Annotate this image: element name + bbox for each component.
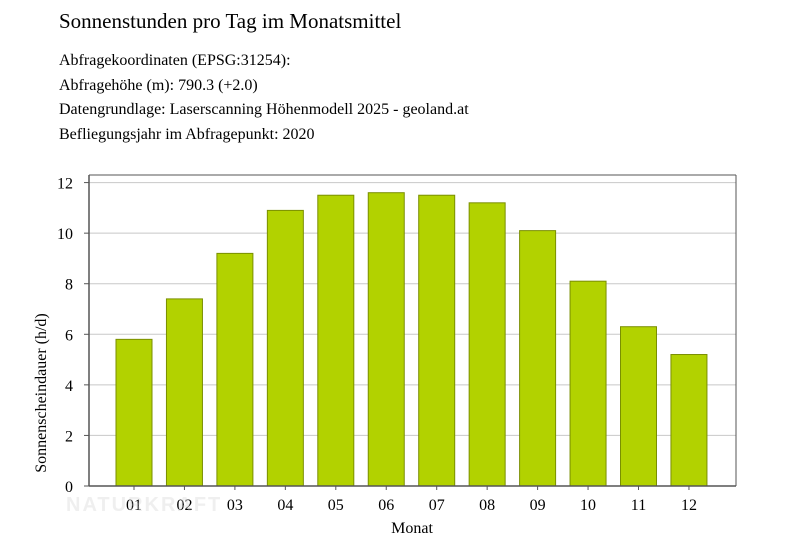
x-tick-label: 07 <box>429 497 445 514</box>
bar-series <box>115 192 708 487</box>
axes <box>84 174 737 490</box>
bar-04 <box>266 209 304 487</box>
y-tick-labels: 0 2 4 6 8 10 12 <box>57 176 73 496</box>
flight-year-label: Befliegungsjahr im Abfragepunkt: <box>59 125 279 143</box>
bar-03 <box>216 252 254 487</box>
y-axis-title: Sonnenscheindauer (h/d) <box>33 313 50 473</box>
bar-06 <box>367 192 405 487</box>
bar-10 <box>569 280 607 487</box>
y-tick-label: 8 <box>65 277 73 294</box>
y-tick-label: 10 <box>57 226 73 243</box>
x-tick-label: 05 <box>328 497 344 514</box>
bar-11 <box>620 326 657 487</box>
bar-09 <box>519 230 557 487</box>
query-info: Abfragekoordinaten (EPSG:31254): Abfrage… <box>59 49 469 147</box>
bar-08 <box>468 202 506 487</box>
chart-title: Sonnenstunden pro Tag im Monatsmittel <box>59 9 402 33</box>
x-tick-label: 03 <box>227 497 243 514</box>
x-tick-label: 10 <box>580 497 596 514</box>
bar-01 <box>115 338 153 487</box>
x-tick-label: 04 <box>277 497 293 514</box>
y-tick-label: 12 <box>57 176 73 193</box>
data-source-label: Datengrundlage: <box>59 101 166 118</box>
x-tick-label: 01 <box>126 497 142 514</box>
flight-year-value: 2020 <box>282 125 315 143</box>
x-tick-label: 06 <box>378 497 394 514</box>
elevation-label: Abfragehöhe (m): <box>59 76 175 94</box>
x-tick-labels: 01 02 03 04 05 06 07 08 09 10 11 12 <box>126 497 697 514</box>
info-elevation: Abfragehöhe (m): 790.3 (+2.0) <box>59 74 469 99</box>
bar-02 <box>165 298 203 487</box>
y-tick-label: 6 <box>65 327 73 344</box>
info-coordinates: Abfragekoordinaten (EPSG:31254): <box>59 49 469 74</box>
x-tick-label: 09 <box>530 497 546 514</box>
info-flight-year: Befliegungsjahr im Abfragepunkt: 2020 <box>59 123 469 148</box>
x-tick-label: 11 <box>631 497 646 514</box>
x-tick-label: 12 <box>681 497 697 514</box>
info-data-source: Datengrundlage: Laserscanning Höhenmodel… <box>59 98 469 123</box>
data-source-value: Laserscanning Höhenmodell 2025 - geoland… <box>169 101 469 118</box>
bar-12 <box>670 354 708 487</box>
y-tick-label: 4 <box>65 378 73 395</box>
coordinates-label: Abfragekoordinaten (EPSG:31254): <box>59 52 291 69</box>
x-axis-title: Monat <box>391 520 433 537</box>
y-tick-label: 0 <box>65 479 73 496</box>
x-tick-label: 08 <box>479 497 495 514</box>
bar-05 <box>317 194 355 487</box>
bar-07 <box>418 194 456 487</box>
x-tick-label: 02 <box>176 497 192 514</box>
y-tick-label: 2 <box>65 428 73 445</box>
elevation-value: 790.3 (+2.0) <box>178 76 258 94</box>
